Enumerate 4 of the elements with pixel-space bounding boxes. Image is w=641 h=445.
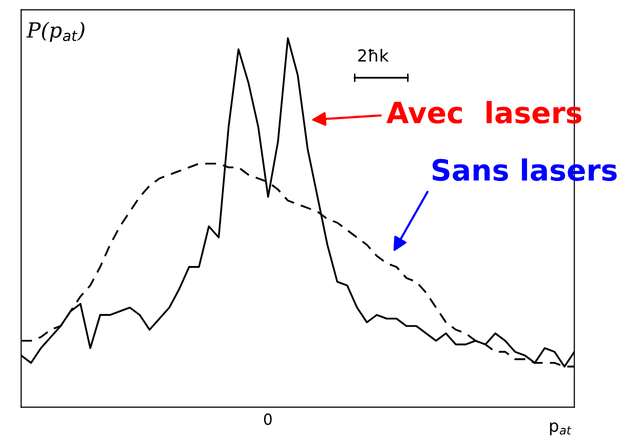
annotation: 2ħk bbox=[358, 48, 389, 62]
y-axis-title: P(p$_{at}$) bbox=[26, 22, 84, 42]
text: 0 bbox=[264, 413, 272, 425]
x-axis-title: p$_{at}$ bbox=[550, 422, 572, 436]
